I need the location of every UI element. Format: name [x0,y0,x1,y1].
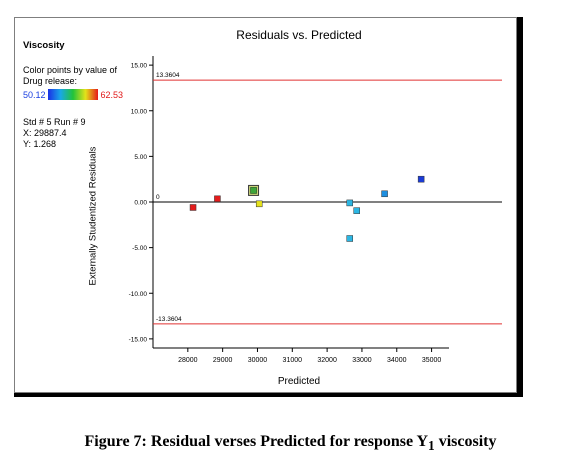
data-point [353,207,360,214]
data-point [214,195,221,203]
color-by-factor: Drug release: [23,76,78,86]
color-by-label: Color points by value of [23,65,118,75]
y-tick-label: -10.00 [129,291,148,298]
data-point [381,190,388,198]
x-tick-label: 33000 [352,357,372,364]
response-title: Viscosity [23,40,65,51]
y-tick-label: 10.00 [131,108,148,115]
y-tick-label: 0.00 [134,200,147,207]
x-tick-label: 34000 [387,357,407,364]
sidebar: Viscosity Color points by value of Drug … [23,40,133,150]
gradient-max-label: 62.53 [100,89,124,100]
x-axis-label: Predicted [277,376,321,387]
reference-line-label: -13.3604 [156,316,182,323]
x-tick-label: 32000 [317,357,337,364]
x-tick-label: 29000 [213,357,233,364]
color-gradient-legend: 50.12 62.53 [23,89,133,100]
data-point [189,204,197,211]
x-tick-label: 31000 [283,357,303,364]
y-tick-label: -5.00 [132,245,147,252]
x-value-label: X: 29887.4 [23,128,67,138]
x-tick-label: 35000 [422,357,442,364]
data-point [346,235,354,242]
y-tick-label: -15.00 [129,336,148,343]
gradient-bar [47,89,98,100]
data-point [250,187,257,194]
y-tick-label: 5.00 [134,154,147,161]
y-tick-label: 15.00 [131,63,148,70]
gradient-min-label: 50.12 [23,89,46,100]
data-point [255,200,263,208]
figure-frame: Viscosity Color points by value of Drug … [14,17,523,397]
caption-text: Figure 7: Residual verses Predicted for … [84,433,429,450]
plot-area: 15.00 10.00 5.00 0.00 -5.00 -10.00 -15.00 28000… [129,56,502,364]
figure-caption: Figure 7: Residual verses Predicted for … [0,433,581,454]
point-info: Std # 5 Run # 9 X: 29887.4 Y: 1.268 [23,117,133,150]
reference-line-label: 13.3604 [156,72,180,79]
chart-panel: Viscosity Color points by value of Drug … [14,17,517,393]
data-point [417,175,425,183]
caption-suffix: viscosity [434,433,497,450]
std-run-label: Std # 5 Run # 9 [23,117,86,127]
x-tick-label: 30000 [248,357,268,364]
reference-line-label: 0 [156,194,160,201]
y-value-label: Y: 1.268 [23,139,57,149]
caption-subscript: 1 [428,438,435,454]
x-tick-label: 28000 [178,357,198,364]
data-point [346,199,354,207]
chart-title: Residuals vs. Predicted [236,28,362,42]
